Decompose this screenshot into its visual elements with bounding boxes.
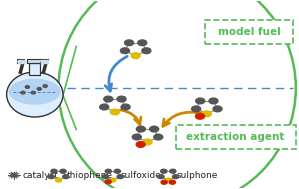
Circle shape	[51, 169, 57, 173]
Circle shape	[104, 96, 113, 102]
Circle shape	[136, 142, 145, 147]
FancyBboxPatch shape	[205, 20, 293, 44]
Text: catalyst: catalyst	[22, 171, 58, 180]
Circle shape	[11, 173, 17, 177]
Circle shape	[110, 178, 116, 182]
Text: thiophene: thiophene	[67, 171, 112, 180]
FancyBboxPatch shape	[28, 59, 42, 63]
Circle shape	[121, 104, 130, 110]
Circle shape	[170, 169, 176, 173]
Ellipse shape	[7, 72, 63, 117]
Circle shape	[202, 111, 211, 117]
Circle shape	[136, 126, 145, 132]
Circle shape	[60, 169, 66, 173]
Text: extraction agent: extraction agent	[187, 132, 285, 142]
Circle shape	[105, 180, 111, 184]
Circle shape	[161, 180, 167, 184]
Circle shape	[48, 175, 54, 179]
Circle shape	[63, 175, 69, 179]
Circle shape	[154, 134, 163, 140]
Circle shape	[55, 178, 62, 182]
Circle shape	[165, 178, 171, 182]
Circle shape	[196, 98, 205, 104]
Circle shape	[173, 175, 179, 179]
Circle shape	[31, 91, 35, 94]
Ellipse shape	[17, 79, 29, 92]
Circle shape	[110, 109, 119, 115]
FancyBboxPatch shape	[176, 125, 296, 149]
Circle shape	[161, 169, 167, 173]
Circle shape	[143, 139, 152, 145]
Circle shape	[105, 169, 111, 173]
Text: sulphone: sulphone	[176, 171, 218, 180]
Circle shape	[192, 106, 201, 112]
Text: sulfoxide: sulfoxide	[121, 171, 162, 180]
Circle shape	[114, 169, 120, 173]
Circle shape	[169, 180, 176, 184]
Circle shape	[37, 88, 41, 90]
Circle shape	[124, 40, 134, 46]
Circle shape	[43, 85, 47, 87]
FancyBboxPatch shape	[29, 63, 40, 75]
Circle shape	[213, 106, 222, 112]
Circle shape	[138, 40, 147, 46]
Circle shape	[25, 86, 30, 88]
Text: model fuel: model fuel	[218, 27, 281, 37]
Ellipse shape	[9, 79, 61, 105]
Circle shape	[102, 175, 109, 179]
Circle shape	[131, 53, 140, 59]
Circle shape	[132, 134, 141, 140]
Circle shape	[117, 175, 123, 179]
Circle shape	[100, 104, 109, 110]
Circle shape	[21, 91, 25, 94]
Circle shape	[196, 113, 205, 119]
Circle shape	[117, 96, 126, 102]
Circle shape	[158, 175, 164, 179]
Circle shape	[209, 98, 218, 104]
Circle shape	[150, 126, 159, 132]
Circle shape	[142, 48, 151, 54]
Circle shape	[120, 48, 129, 54]
